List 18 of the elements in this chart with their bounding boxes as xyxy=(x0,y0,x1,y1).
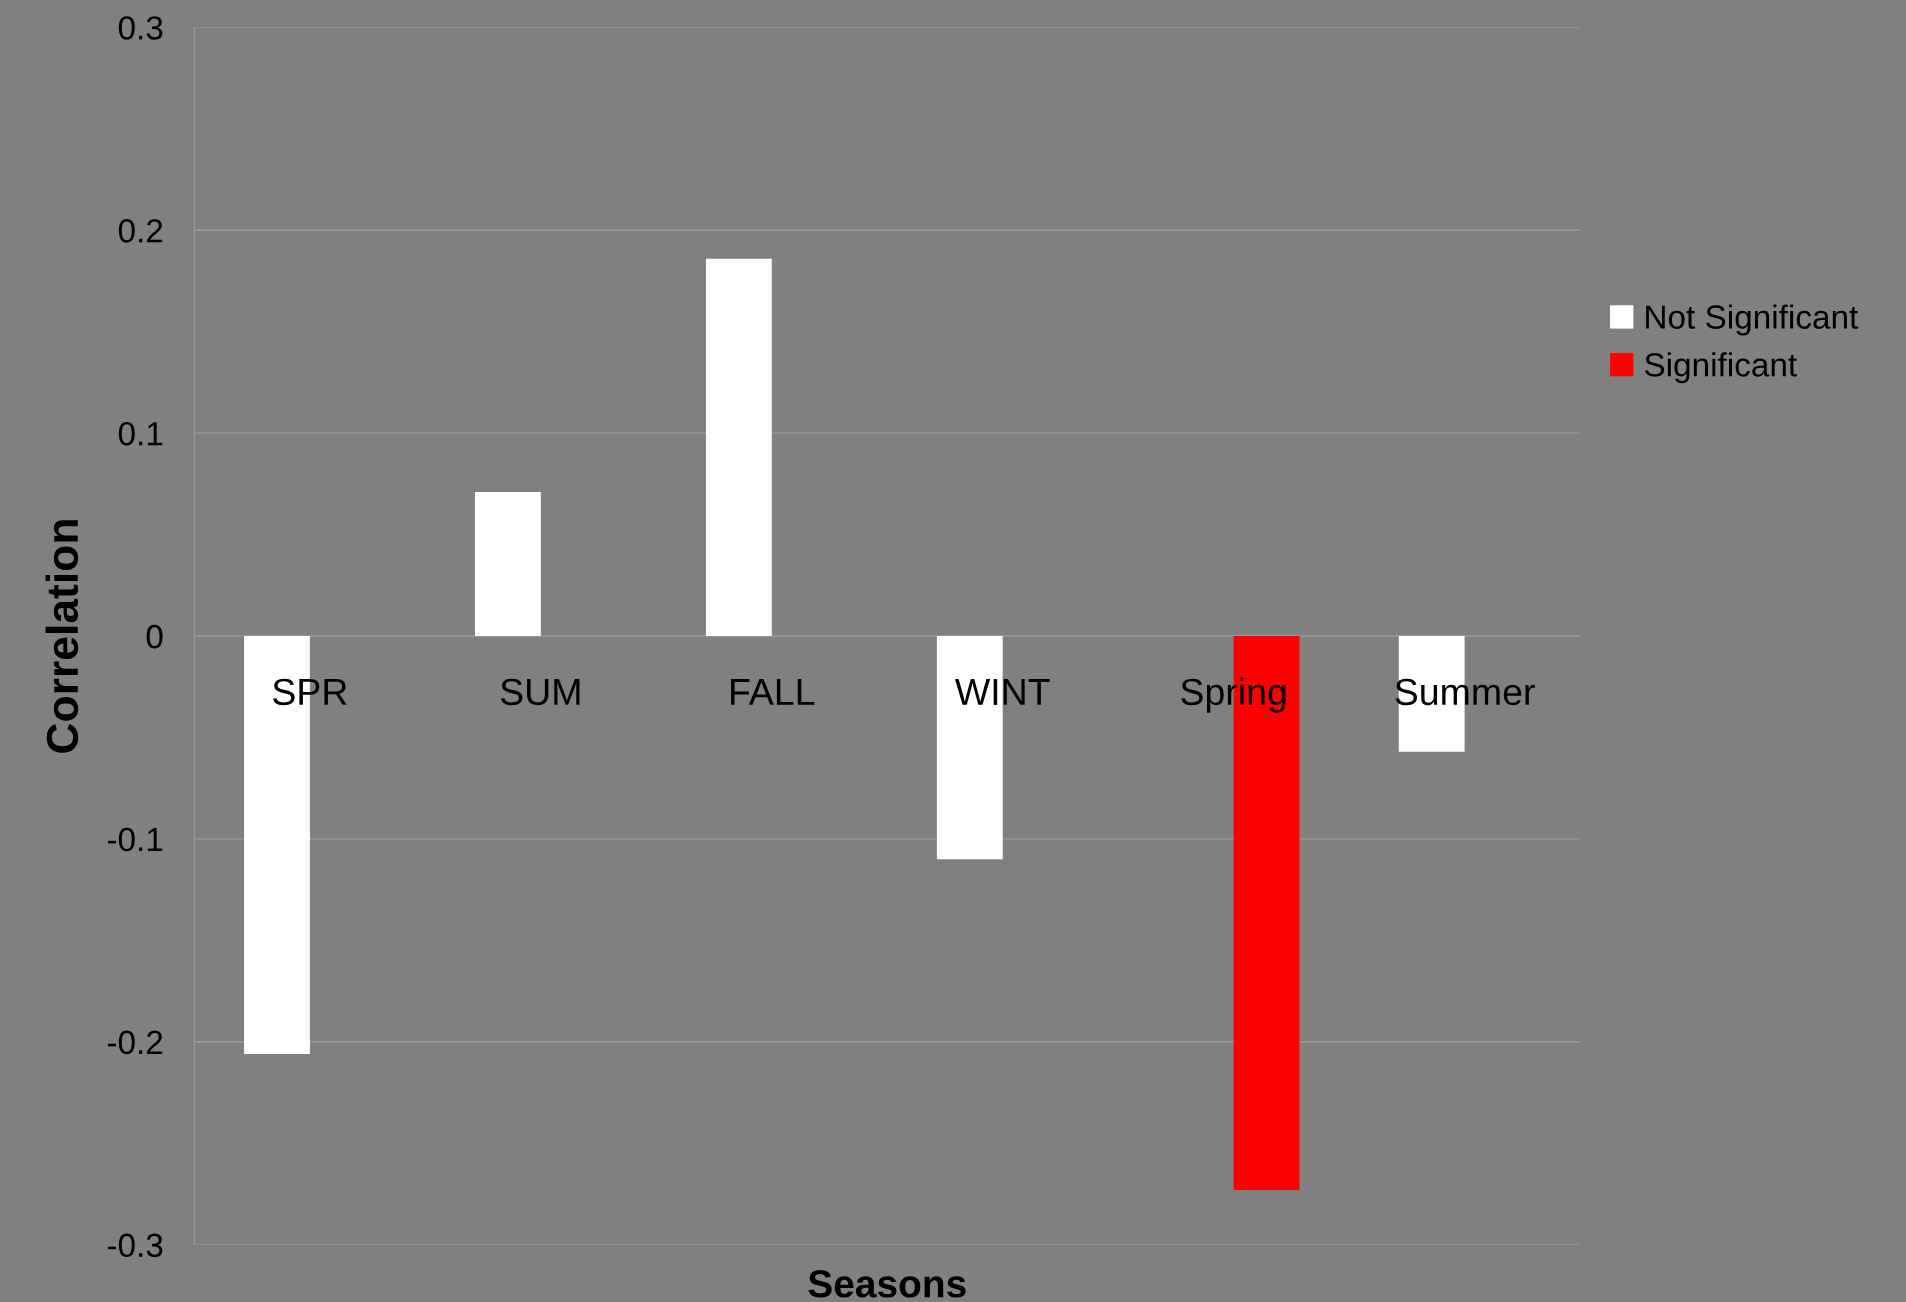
x-tick-label: Spring xyxy=(1181,677,1286,713)
y-tick-label: -0.3 xyxy=(107,1233,163,1258)
y-tick-label: 0 xyxy=(146,624,163,649)
bar xyxy=(705,258,772,637)
legend-label: Significant xyxy=(1644,352,1797,384)
legend-label: Not Significant xyxy=(1646,304,1859,336)
y-tick-label: 0.2 xyxy=(118,219,163,243)
x-axis-title: Seasons xyxy=(808,1270,966,1298)
y-tick-label: 0.1 xyxy=(118,421,163,446)
bar xyxy=(475,491,541,637)
x-tick-label: SPR xyxy=(273,678,347,706)
y-axis-title: Correlation xyxy=(45,520,79,753)
x-tick-label: SUM xyxy=(500,678,580,706)
y-tick-label: -0.2 xyxy=(107,1030,163,1055)
x-tick-label: FALL xyxy=(731,679,815,705)
y-tick-label: 0.3 xyxy=(118,16,163,40)
y-tick-label: -0.1 xyxy=(107,827,163,852)
x-tick-label: WINT xyxy=(954,679,1050,705)
